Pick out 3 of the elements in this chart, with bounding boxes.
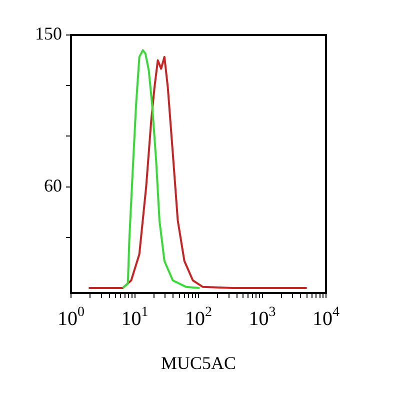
x-axis-title: MUC5AC	[160, 353, 236, 373]
y-tick-label: 150	[35, 24, 62, 44]
y-tick-label: 60	[44, 176, 62, 196]
